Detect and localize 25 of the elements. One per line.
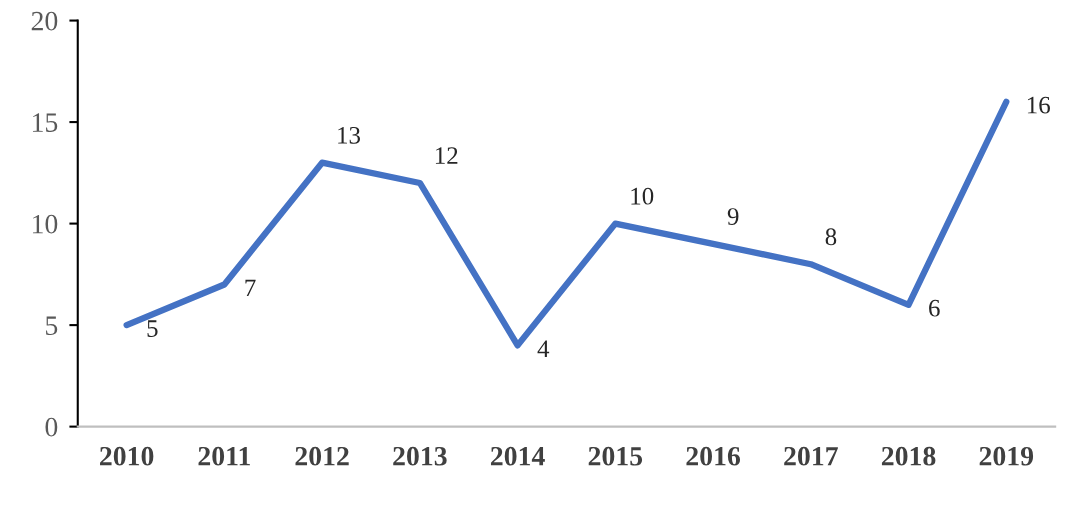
y-tick-label: 20 xyxy=(31,11,58,31)
y-tick-label: 5 xyxy=(46,316,58,336)
x-tick-label: 2017 xyxy=(784,446,838,466)
x-tick-label: 2018 xyxy=(881,446,936,466)
data-label: 10 xyxy=(631,187,654,205)
x-tick-label: 2019 xyxy=(979,446,1034,466)
x-tick-label: 2011 xyxy=(198,446,250,466)
data-label: 8 xyxy=(825,228,837,246)
x-tick-label: 2015 xyxy=(588,446,643,466)
y-tick-label: 10 xyxy=(32,214,58,234)
x-tick-label: 2010 xyxy=(100,446,154,466)
x-tick-label: 2012 xyxy=(295,446,349,466)
data-label: 13 xyxy=(338,126,361,144)
y-tick-label: 0 xyxy=(45,417,58,437)
data-label: 5 xyxy=(147,320,158,337)
x-tick-label: 2016 xyxy=(686,446,741,466)
data-label: 6 xyxy=(929,299,940,317)
data-label: 7 xyxy=(245,279,256,297)
data-label: 4 xyxy=(537,340,550,357)
data-label: 9 xyxy=(727,208,739,225)
data-label: 12 xyxy=(435,147,458,164)
data-label: 16 xyxy=(1027,96,1050,114)
x-tick-label: 2013 xyxy=(393,446,447,466)
y-tick-label: 15 xyxy=(32,113,58,132)
x-tick-label: 2014 xyxy=(490,446,545,466)
